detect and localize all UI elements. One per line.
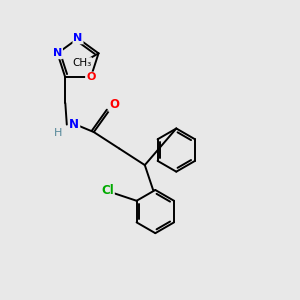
Text: CH₃: CH₃ (72, 58, 91, 68)
Text: O: O (109, 98, 119, 111)
Text: N: N (53, 48, 62, 58)
Text: Cl: Cl (101, 184, 114, 197)
Text: H: H (54, 128, 63, 138)
Text: O: O (86, 73, 95, 82)
Text: N: N (74, 33, 82, 43)
Text: N: N (69, 118, 79, 131)
